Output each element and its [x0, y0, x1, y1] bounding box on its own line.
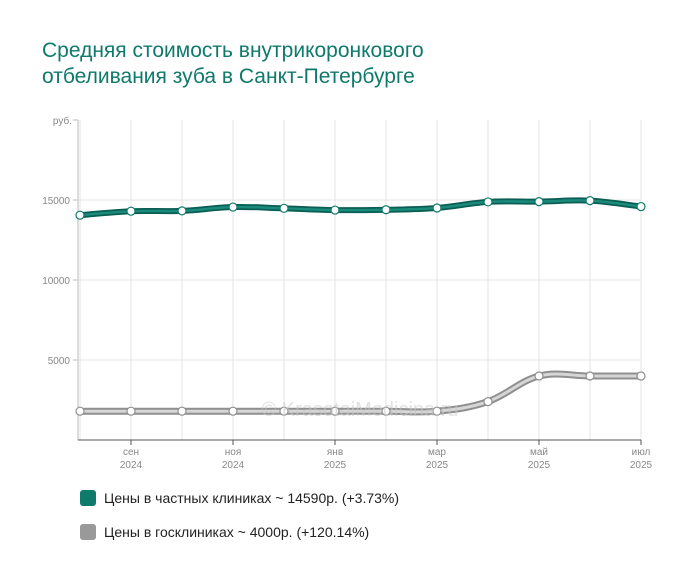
x-tick-label-year: 2024	[120, 460, 143, 471]
y-tick-label: 5000	[48, 356, 71, 367]
chart-title: Средняя стоимость внутрикоронкового отбе…	[42, 38, 662, 90]
legend-item-private[interactable]: Цены в частных клиниках ~ 14590р. (+3.73…	[80, 488, 399, 508]
series-public	[75, 370, 646, 416]
legend-label-private: Цены в частных клиниках ~ 14590р. (+3.73…	[104, 490, 400, 506]
grid	[78, 120, 642, 440]
chart-title-line-2: отбеливания зуба в Санкт-Петербурге	[42, 65, 415, 88]
x-tick-label-year: 2025	[324, 460, 347, 471]
x-tick-label-month: ноя	[225, 447, 242, 458]
x-tick-label-year: 2025	[630, 460, 653, 471]
data-point	[177, 406, 187, 416]
data-point	[330, 205, 340, 215]
data-point	[585, 196, 595, 206]
data-point	[75, 210, 85, 220]
data-point	[126, 406, 136, 416]
data-point	[381, 205, 391, 215]
legend: Цены в частных клиниках ~ 14590р. (+3.73…	[80, 488, 399, 556]
x-tick-label-month: сен	[123, 447, 139, 458]
y-tick-label: 15000	[42, 196, 70, 207]
data-point	[126, 206, 136, 216]
x-tick-label-year: 2025	[528, 460, 551, 471]
data-point	[534, 197, 544, 207]
x-tick-label-year: 2024	[222, 460, 245, 471]
data-point	[279, 406, 289, 416]
data-point	[381, 406, 391, 416]
legend-swatch-private	[80, 490, 96, 506]
data-point	[483, 397, 493, 407]
data-point	[228, 202, 238, 212]
legend-label-public: Цены в госклиниках ~ 4000р. (+120.14%)	[104, 524, 370, 540]
x-tick-label-month: май	[530, 447, 548, 458]
chart-title-line-1: Средняя стоимость внутрикоронкового	[42, 39, 424, 62]
data-point	[177, 206, 187, 216]
y-axis-unit-label: руб.	[53, 115, 72, 127]
data-point	[279, 203, 289, 213]
data-point	[432, 203, 442, 213]
x-tick-label-year: 2025	[426, 460, 449, 471]
data-point	[228, 406, 238, 416]
x-tick-label-month: янв	[327, 447, 343, 458]
x-tick-label-month: июл	[632, 447, 651, 458]
series-private	[75, 196, 646, 220]
x-tick-label-month: мар	[428, 447, 446, 458]
watermark: © KrasotaiMedicina.ru	[261, 399, 458, 421]
data-point	[432, 406, 442, 416]
data-point	[483, 197, 493, 207]
series-line-outline	[77, 197, 644, 219]
data-point	[636, 371, 646, 381]
legend-swatch-public	[80, 524, 96, 540]
data-point	[75, 406, 85, 416]
y-tick-label: 10000	[42, 276, 70, 287]
data-point	[636, 201, 646, 212]
data-point	[330, 406, 340, 416]
data-point	[534, 371, 544, 381]
data-point	[585, 371, 595, 381]
legend-item-public[interactable]: Цены в госклиниках ~ 4000р. (+120.14%)	[80, 522, 399, 542]
